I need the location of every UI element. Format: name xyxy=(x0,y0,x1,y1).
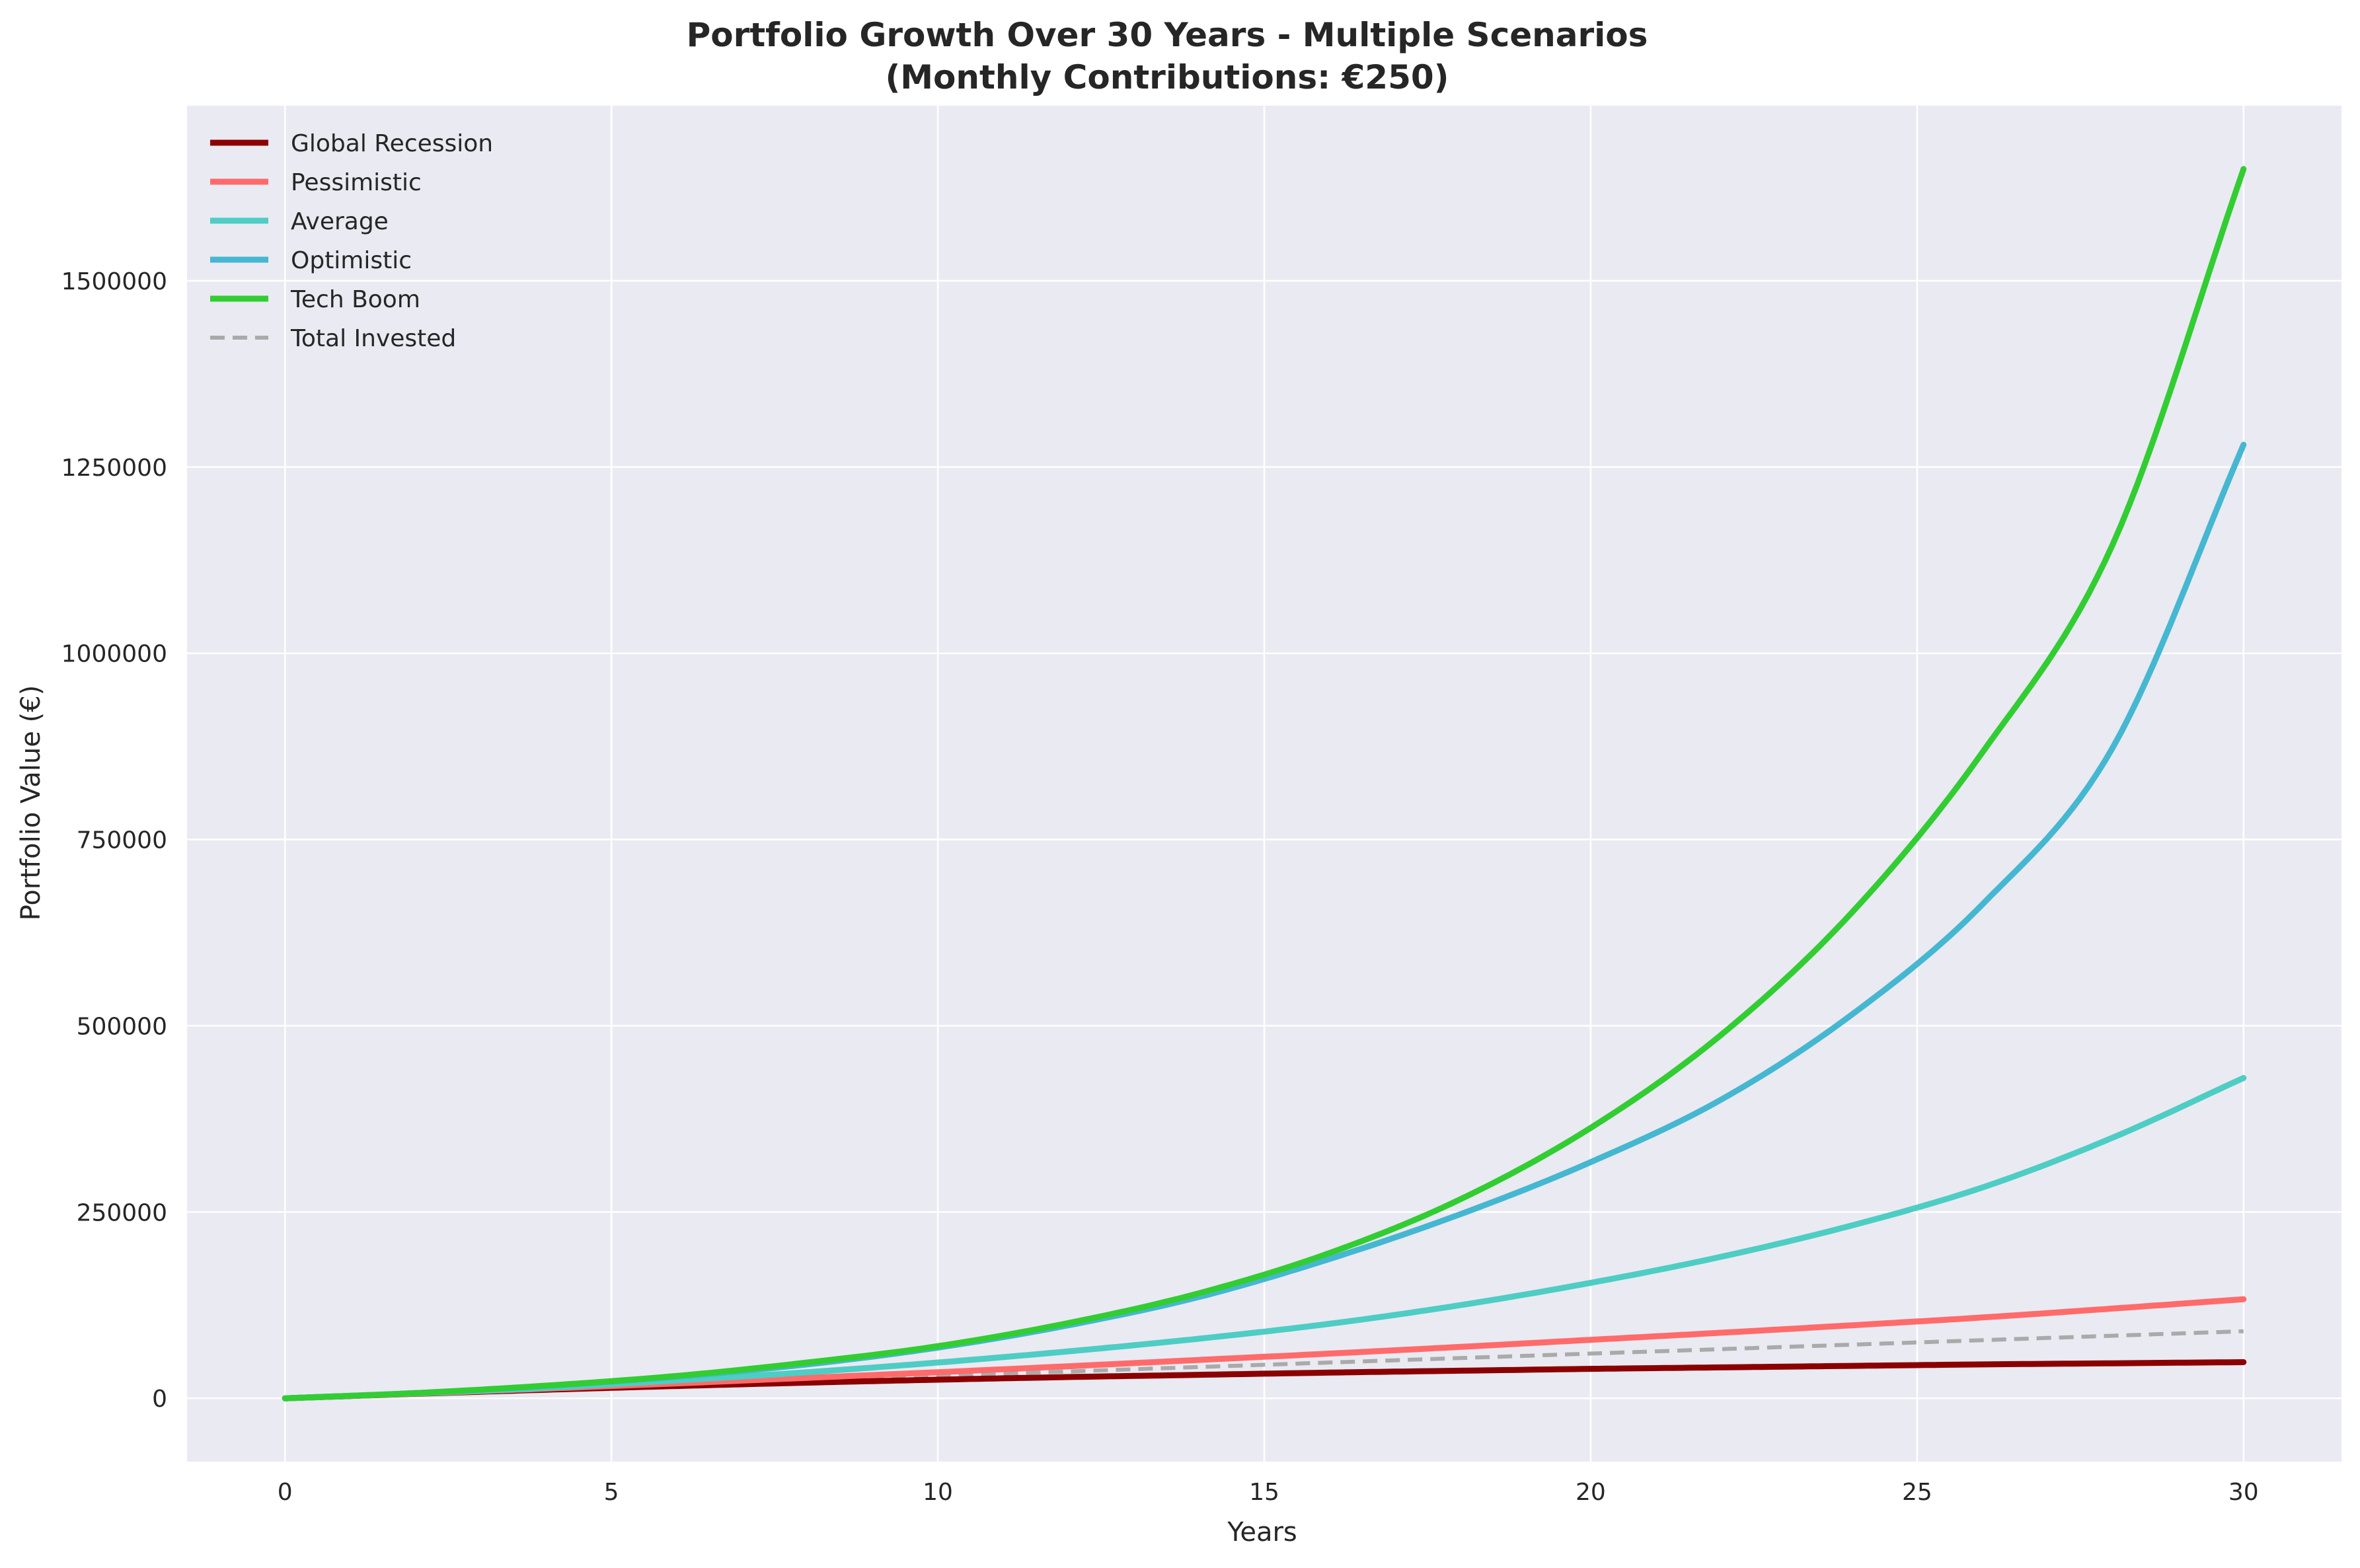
x-tick-label: 30 xyxy=(2228,1479,2259,1506)
y-tick-label: 1250000 xyxy=(61,455,167,482)
x-tick-label: 5 xyxy=(604,1479,619,1506)
series-lines xyxy=(282,166,2247,1401)
legend-label: Pessimistic xyxy=(291,169,422,196)
y-tick-label: 1500000 xyxy=(61,268,167,295)
x-tick-label: 10 xyxy=(923,1479,953,1506)
y-tick-label: 750000 xyxy=(77,827,167,854)
legend: Global Recession Pessimistic Average Optimi… xyxy=(210,130,493,352)
y-axis-label: Portfolio Value (€) xyxy=(16,685,46,920)
x-tick-label: 0 xyxy=(278,1479,293,1506)
legend-label: Total Invested xyxy=(290,325,456,352)
chart-title: Portfolio Growth Over 30 Years - Multipl… xyxy=(687,16,1648,54)
series-line xyxy=(282,166,2247,1401)
grid-lines xyxy=(187,106,2341,1462)
x-axis-label: Years xyxy=(1227,1517,1297,1548)
x-tick-label: 15 xyxy=(1249,1479,1279,1506)
chart-subtitle: (Monthly Contributions: €250) xyxy=(885,58,1449,96)
tick-labels: 0 5 10 15 20 25 30 0 250000 500000 750000 1000000 12… xyxy=(61,268,2259,1506)
y-tick-label: 1000000 xyxy=(61,641,167,668)
y-tick-label: 500000 xyxy=(77,1013,167,1040)
legend-label: Tech Boom xyxy=(290,286,420,313)
x-tick-label: 25 xyxy=(1902,1479,1932,1506)
legend-label: Global Recession xyxy=(291,130,493,157)
y-tick-label: 250000 xyxy=(77,1199,167,1226)
x-tick-label: 20 xyxy=(1576,1479,1606,1506)
legend-label: Average xyxy=(291,208,389,235)
y-tick-label: 0 xyxy=(152,1386,167,1413)
legend-label: Optimistic xyxy=(291,247,412,274)
